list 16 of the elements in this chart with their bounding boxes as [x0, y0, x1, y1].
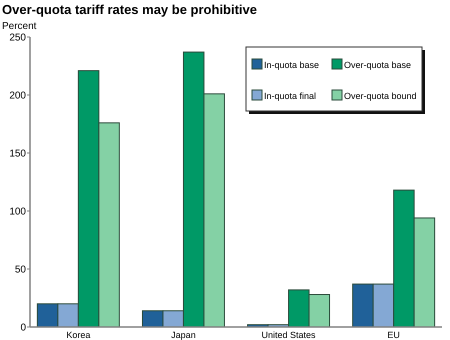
- y-tick-label: 150: [9, 148, 26, 160]
- y-tick-label: 200: [9, 90, 26, 102]
- legend-label: Over-quota bound: [344, 91, 417, 101]
- y-tick-label: 250: [9, 32, 26, 44]
- x-tick-label: EU: [387, 330, 400, 340]
- x-tick-label: Japan: [171, 330, 196, 340]
- legend-label: Over-quota base: [344, 60, 412, 70]
- legend-label: In-quota base: [264, 60, 320, 70]
- y-tick-label: 100: [9, 206, 26, 218]
- legend-label: In-quota final: [264, 91, 316, 101]
- y-axis-title: Percent: [2, 21, 37, 32]
- x-tick-label: Korea: [66, 330, 90, 340]
- x-tick-label: United States: [262, 330, 316, 340]
- y-tick-label: 50: [14, 264, 26, 276]
- chart-title: Over-quota tariff rates may be prohibitive: [2, 2, 258, 17]
- y-tick-label: 0: [20, 322, 26, 334]
